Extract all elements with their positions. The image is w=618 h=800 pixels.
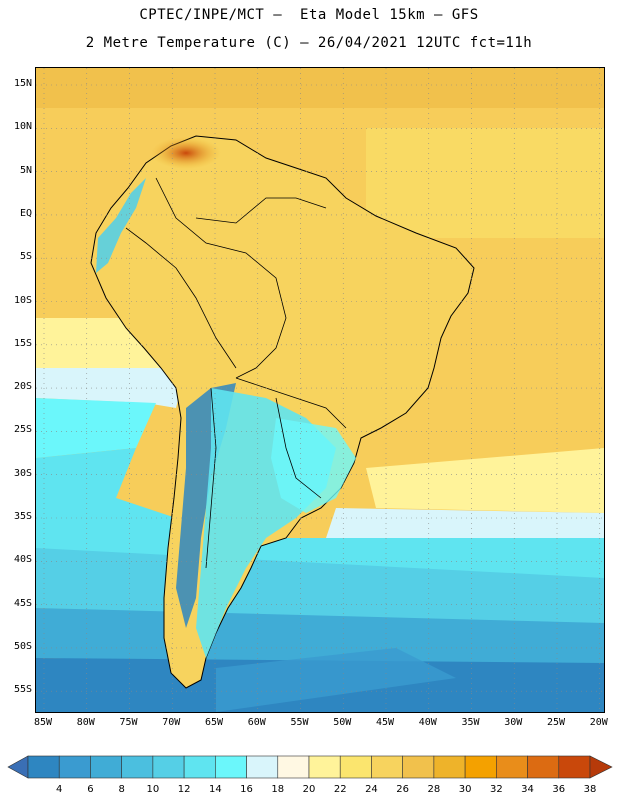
legend-label-14: 14	[208, 784, 222, 795]
map-title-line-1: CPTEC/INPE/MCT – Eta Model 15km – GFS	[139, 7, 479, 23]
cool-band-6	[216, 648, 456, 712]
legend-label-16: 16	[240, 784, 253, 795]
temperature-map	[35, 67, 605, 713]
legend-swatch-14	[464, 755, 497, 779]
lon-label-60w: 60W	[247, 717, 266, 728]
legend-label-18: 18	[271, 784, 285, 795]
lon-label-25w: 25W	[546, 717, 566, 728]
legend-right-arrow	[589, 755, 613, 779]
legend-swatch-2	[90, 755, 122, 779]
legend-swatch-10	[339, 755, 372, 779]
lat-label-40s: 40S	[13, 554, 32, 566]
legend-swatch-9	[308, 755, 341, 779]
lon-label-50w: 50W	[333, 717, 352, 728]
atlantic-band	[366, 128, 604, 238]
lon-label-70w: 70W	[162, 717, 181, 728]
venezuela-hot-spot	[151, 137, 221, 169]
legend-swatch-12	[402, 755, 435, 779]
legend-swatch-17	[558, 755, 591, 779]
legend-swatch-5	[183, 755, 216, 779]
legend-swatch-8	[277, 755, 310, 779]
legend-label-34: 34	[521, 784, 534, 795]
lat-label-45s: 45S	[13, 597, 32, 609]
legend-swatch-0	[27, 755, 60, 779]
temperature-field	[36, 68, 604, 712]
legend-label-10: 10	[146, 784, 160, 795]
map-title-line-2: 2 Metre Temperature (C) – 26/04/2021 12U…	[85, 35, 533, 51]
legend-label-22: 22	[333, 784, 347, 795]
lat-label-5s: 5S	[19, 251, 32, 263]
northern-band	[36, 68, 604, 108]
andes-north-cold	[96, 178, 146, 273]
lat-label-25s: 25S	[13, 424, 32, 436]
atlantic-cool-1	[326, 508, 604, 538]
lat-label-5n: 5N	[19, 164, 32, 176]
legend-swatch-15	[496, 755, 528, 779]
pampas-cool	[271, 418, 356, 513]
lon-label-35w: 35W	[461, 717, 480, 728]
legend-label-36: 36	[552, 784, 566, 795]
legend-label-20: 20	[302, 784, 316, 795]
legend-label-6: 6	[87, 784, 94, 795]
lat-label-35s: 35S	[13, 511, 32, 522]
legend-label-12: 12	[177, 784, 191, 795]
lon-label-65w: 65W	[204, 717, 224, 728]
legend-swatch-11	[371, 755, 403, 779]
lon-label-30w: 30W	[504, 717, 523, 728]
legend-swatch-1	[58, 755, 91, 779]
lon-label-85w: 85W	[33, 717, 53, 728]
lon-label-75w: 75W	[119, 717, 138, 728]
legend-label-32: 32	[489, 784, 503, 795]
legend-label-4: 4	[56, 784, 63, 795]
lon-label-80w: 80W	[76, 717, 95, 728]
legend-swatch-3	[121, 755, 154, 779]
legend-swatch-4	[152, 755, 185, 779]
lat-label-eq: EQ	[19, 207, 32, 219]
legend-swatch-13	[433, 755, 466, 779]
lat-label-55s: 55S	[13, 684, 32, 696]
lon-label-40w: 40W	[418, 717, 437, 728]
color-legend	[7, 755, 613, 779]
legend-label-30: 30	[458, 784, 472, 795]
legend-swatch-7	[246, 755, 279, 779]
legend-left-arrow	[7, 755, 29, 779]
pacific-cool-2	[36, 398, 156, 458]
lat-label-20s: 20S	[13, 381, 32, 393]
country-borders	[125, 177, 347, 569]
atlantic-cool-0	[366, 448, 604, 513]
legend-label-26: 26	[396, 784, 410, 795]
lat-label-30s: 30S	[13, 467, 32, 479]
lat-label-10n: 10N	[13, 121, 32, 133]
legend-swatch-6	[215, 755, 247, 779]
lat-label-50s: 50S	[13, 640, 32, 652]
lon-label-55w: 55W	[290, 717, 309, 728]
legend-label-8: 8	[118, 784, 125, 795]
lon-label-45w: 45W	[375, 717, 395, 728]
lon-label-20w: 20W	[589, 717, 608, 728]
lat-label-15s: 15S	[13, 337, 32, 349]
legend-label-24: 24	[365, 784, 378, 795]
lat-label-15n: 15N	[13, 78, 32, 89]
legend-label-38: 38	[583, 784, 597, 795]
legend-swatch-16	[527, 755, 560, 779]
legend-label-28: 28	[427, 784, 441, 795]
lat-label-10s: 10S	[13, 294, 32, 306]
